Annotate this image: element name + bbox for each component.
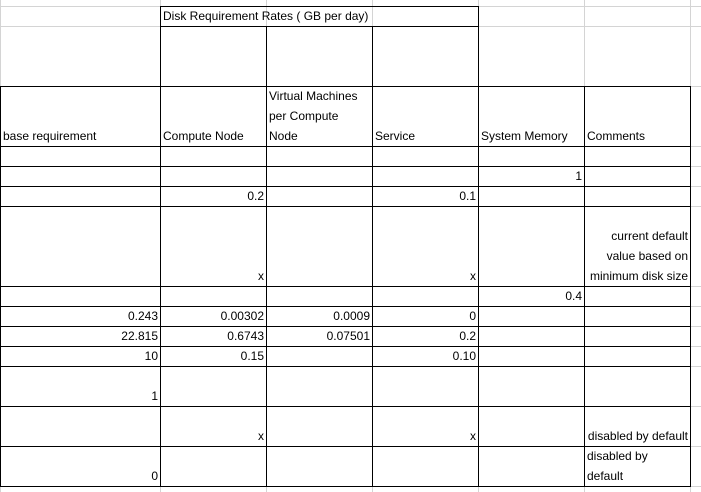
cell-border — [0, 206, 691, 207]
cell-border — [0, 286, 691, 287]
header-compute-node[interactable]: Compute Node — [161, 87, 266, 146]
cell-base-requirement[interactable]: 0 — [1, 447, 160, 486]
title-cell[interactable]: Disk Requirement Rates ( GB per day) — [161, 7, 478, 26]
cell-service[interactable]: 0.1 — [373, 187, 478, 206]
cell-service[interactable]: 0 — [373, 307, 478, 326]
cell-border — [0, 486, 691, 487]
cell-border — [0, 346, 691, 347]
cell-value: x — [470, 269, 476, 283]
header-comments[interactable]: Comments — [585, 87, 690, 146]
cell-value: 0.2 — [247, 189, 264, 203]
header-service[interactable]: Service — [373, 87, 478, 146]
cell-service[interactable]: 0.2 — [373, 327, 478, 346]
cell-value: 0.0009 — [333, 309, 370, 323]
header-base-requirement[interactable]: base requirement — [1, 87, 160, 146]
cell-border — [372, 146, 373, 487]
cell-border — [0, 446, 691, 447]
cell-vm-per-compute-node[interactable]: 0.07501 — [267, 327, 372, 346]
header-label: System Memory — [481, 129, 568, 143]
cell-border — [0, 166, 691, 167]
cell-value: 0.4 — [565, 289, 582, 303]
cell-compute-node[interactable]: 0.2 — [161, 187, 266, 206]
cell-value: 1 — [575, 169, 582, 183]
cell-value: 0.6743 — [227, 329, 264, 343]
cell-value: 22.815 — [121, 329, 158, 343]
header-label: Compute Node — [163, 129, 244, 143]
cell-comments[interactable]: disabled by default — [585, 407, 690, 446]
cell-value: 0.15 — [240, 349, 264, 363]
cell-border — [160, 6, 479, 7]
cell-base-requirement[interactable]: 22.815 — [1, 327, 160, 346]
header-label: Comments — [587, 129, 646, 143]
cell-value: x — [470, 429, 476, 443]
cell-value: 0.1 — [459, 189, 476, 203]
cell-border — [160, 6, 161, 147]
cell-system-memory[interactable]: 1 — [479, 167, 584, 186]
cell-border — [0, 306, 691, 307]
cell-value: 0 — [151, 469, 158, 483]
cell-value: x — [258, 429, 264, 443]
cell-border — [0, 86, 691, 87]
cell-value: 0.00302 — [220, 309, 264, 323]
cell-border — [0, 406, 691, 407]
cell-base-requirement[interactable]: 0.243 — [1, 307, 160, 326]
cell-value: 0.10 — [452, 349, 476, 363]
cell-comments[interactable]: disabled by default — [585, 447, 690, 486]
cell-compute-node[interactable]: x — [161, 207, 266, 286]
sheet-title: Disk Requirement Rates ( GB per day) — [163, 9, 369, 23]
cell-value: 0 — [469, 309, 476, 323]
cell-service[interactable]: 0.10 — [373, 347, 478, 366]
cell-compute-node[interactable]: 0.15 — [161, 347, 266, 366]
cell-compute-node[interactable]: 0.00302 — [161, 307, 266, 326]
header-vm-per-compute-node[interactable]: Virtual Machines per Compute Node — [267, 87, 372, 146]
cell-base-requirement[interactable]: 1 — [1, 367, 160, 406]
cell-border — [0, 146, 691, 147]
cell-border — [0, 186, 691, 187]
cell-border — [160, 146, 161, 487]
cell-system-memory[interactable]: 0.4 — [479, 287, 584, 306]
comment-text: disabled by default — [587, 449, 648, 483]
cell-value: 0.07501 — [326, 329, 370, 343]
comment-text: current default value based on minimum d… — [589, 229, 688, 283]
cell-vm-per-compute-node[interactable]: 0.0009 — [267, 307, 372, 326]
cell-service[interactable]: x — [373, 207, 478, 286]
header-system-memory[interactable]: System Memory — [479, 87, 584, 146]
cell-border — [266, 146, 267, 487]
cell-border — [478, 6, 479, 87]
cell-comments[interactable]: current default value based on minimum d… — [585, 207, 690, 286]
cell-service[interactable]: x — [373, 407, 478, 446]
cell-border — [0, 326, 691, 327]
cell-value: 0.2 — [459, 329, 476, 343]
cell-value: 1 — [151, 389, 158, 403]
header-label: base requirement — [3, 129, 97, 143]
header-label: Service — [375, 129, 416, 143]
cell-base-requirement[interactable]: 10 — [1, 347, 160, 366]
cell-value: x — [258, 269, 264, 283]
cell-border — [0, 366, 691, 367]
comment-text: disabled by default — [587, 429, 688, 443]
header-label: Virtual Machines per Compute Node — [269, 89, 358, 143]
cell-compute-node[interactable]: 0.6743 — [161, 327, 266, 346]
cell-value: 0.243 — [127, 309, 158, 323]
cell-border — [160, 26, 479, 27]
cell-compute-node[interactable]: x — [161, 407, 266, 446]
cell-value: 10 — [144, 349, 158, 363]
